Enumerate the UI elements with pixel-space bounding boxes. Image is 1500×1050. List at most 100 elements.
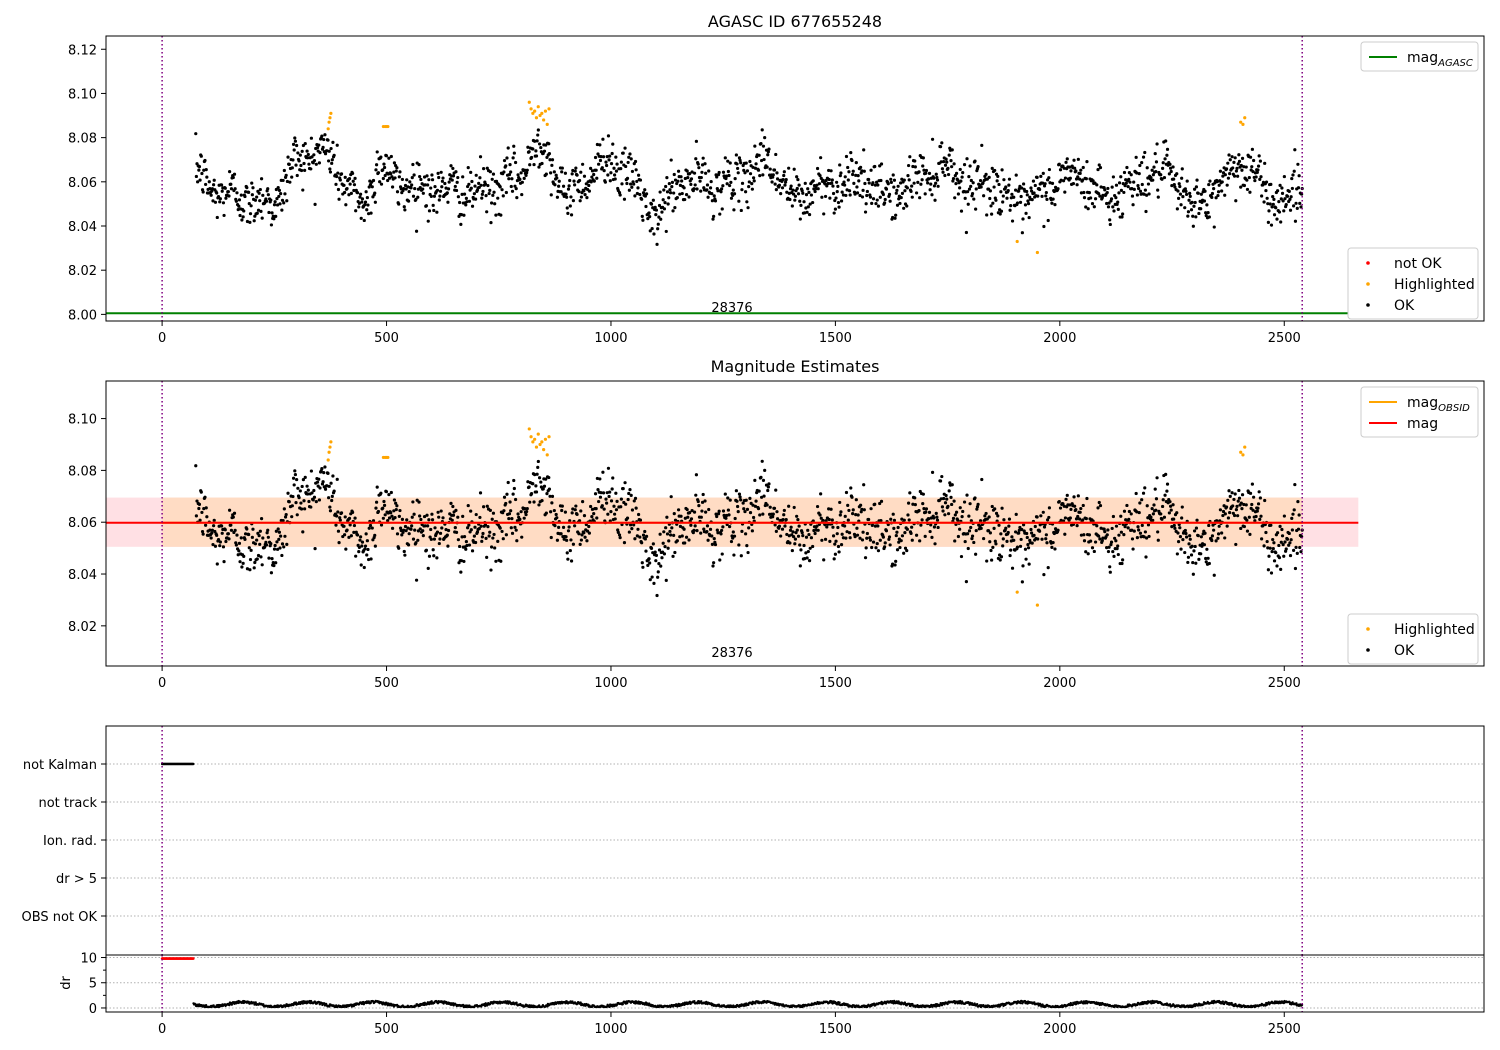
data-point [643, 188, 647, 192]
data-point [777, 524, 782, 528]
data-point [598, 158, 603, 163]
data-point [1150, 507, 1154, 511]
data-point [895, 203, 900, 207]
data-point [668, 188, 672, 192]
data-point [486, 524, 490, 529]
data-point [485, 504, 489, 508]
flag-category-label: Ion. rad. [43, 834, 97, 849]
data-point [1044, 194, 1048, 198]
data-point [447, 180, 451, 184]
data-point [682, 527, 686, 531]
data-point [854, 173, 858, 177]
data-point [969, 525, 973, 530]
data-point [414, 197, 418, 201]
data-point [724, 513, 729, 518]
data-point [860, 169, 864, 173]
data-point [867, 517, 871, 522]
data-point [1020, 186, 1024, 190]
data-point [464, 547, 468, 551]
data-point [879, 162, 884, 166]
data-point [787, 504, 791, 508]
data-point [700, 163, 705, 167]
data-point [701, 492, 705, 497]
data-point [232, 511, 237, 515]
data-point [675, 539, 679, 543]
data-point [1260, 194, 1264, 198]
data-point [1181, 537, 1185, 542]
data-point [906, 501, 911, 505]
data-point [654, 553, 659, 557]
data-point [286, 491, 290, 495]
data-point [417, 500, 421, 504]
data-point [1190, 544, 1194, 548]
data-point [594, 506, 598, 511]
data-point [1105, 533, 1109, 537]
data-point [753, 166, 758, 170]
data-point [1220, 180, 1224, 184]
data-point [464, 539, 468, 544]
data-point [366, 203, 370, 207]
data-point [862, 508, 866, 512]
data-point [509, 184, 513, 189]
data-point [951, 516, 956, 520]
data-point [1017, 531, 1021, 535]
data-point [352, 188, 356, 193]
data-point [439, 509, 443, 513]
data-point [831, 184, 835, 188]
data-point [1237, 159, 1242, 163]
data-point [1180, 167, 1184, 171]
data-point [540, 499, 544, 503]
data-point [566, 557, 570, 561]
data-point [1231, 166, 1235, 170]
data-point [1102, 527, 1106, 531]
data-point [203, 495, 207, 499]
data-point [1007, 517, 1012, 521]
data-point [1292, 548, 1296, 552]
data-point [467, 199, 472, 203]
data-point [315, 146, 320, 150]
data-point [330, 158, 334, 162]
data-point [1008, 553, 1012, 558]
flag-category-label: not track [38, 796, 97, 811]
data-point [1097, 500, 1101, 505]
legend-subscript: OBSID [1438, 403, 1470, 414]
data-point [706, 195, 710, 199]
data-point [1168, 500, 1172, 504]
data-point [927, 510, 932, 514]
data-point [358, 195, 362, 199]
data-point [312, 153, 316, 157]
data-point [410, 524, 414, 528]
data-point [733, 177, 737, 181]
data-point [879, 519, 883, 523]
data-point [1044, 537, 1048, 541]
data-point [716, 531, 720, 535]
data-point [740, 188, 744, 192]
data-point [853, 534, 857, 539]
data-point [236, 553, 240, 557]
data-point [944, 157, 948, 161]
data-point [624, 164, 628, 169]
data-point [381, 168, 385, 172]
data-point [269, 571, 274, 575]
data-point [283, 534, 287, 538]
data-point [970, 537, 974, 541]
data-point [241, 215, 245, 219]
data-point [1140, 498, 1144, 502]
data-point [363, 202, 367, 207]
data-point [980, 143, 984, 147]
data-point [281, 178, 285, 183]
data-point [234, 199, 238, 203]
data-point [482, 505, 486, 509]
data-point [870, 201, 874, 205]
data-point [667, 181, 671, 186]
data-point [435, 188, 440, 192]
data-point [787, 191, 791, 195]
data-point [865, 193, 869, 198]
data-point [496, 196, 500, 200]
data-point [248, 212, 253, 216]
data-point [456, 195, 460, 199]
data-point [670, 526, 674, 530]
data-point [1253, 178, 1257, 183]
data-point [1232, 160, 1236, 164]
data-point [651, 198, 655, 202]
